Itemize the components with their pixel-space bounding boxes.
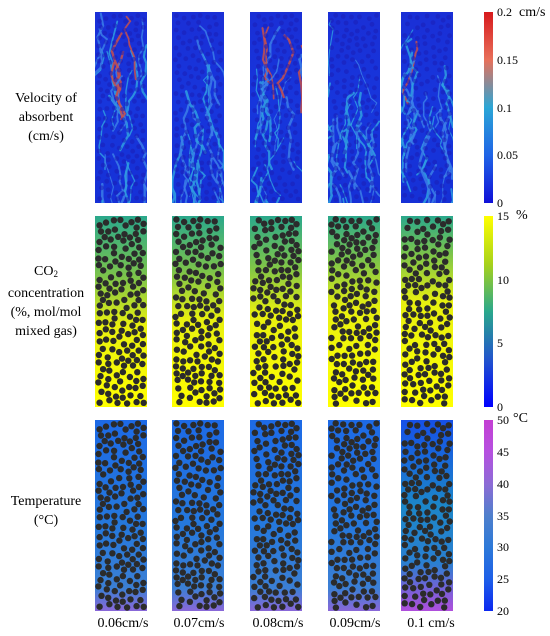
colorbar-tick: 0 [497,401,503,413]
panel-velocity-1 [172,12,224,203]
colorbar-tick: 40 [497,478,509,490]
column-label-4: 0.1 cm/s [393,616,469,632]
panel-temperature-1 [172,420,224,611]
panel-temperature-3 [328,420,380,611]
column-label-3: 0.09cm/s [317,616,393,632]
panel-velocity-0 [95,12,147,203]
row-label-velocity: Velocity of absorbent (cm/s) [0,89,92,146]
colorbar-tick: 25 [497,573,509,585]
panel-co2-2 [250,216,302,407]
row-label-temperature: Temperature (°C) [0,492,92,530]
colorbar-co2 [484,216,493,407]
colorbar-velocity [484,12,493,203]
colorbar-tick: 30 [497,541,509,553]
colorbar-tick: 15 [497,210,509,222]
colorbar-tick: 20 [497,605,509,617]
column-label-1: 0.07cm/s [161,616,237,632]
panel-temperature-0 [95,420,147,611]
panel-co2-0 [95,216,147,407]
colorbar-tick: 45 [497,446,509,458]
panel-velocity-3 [328,12,380,203]
colorbar-tick: 10 [497,274,509,286]
colorbar-tick: 0.1 [497,102,512,114]
colorbar-tick: 50 [497,414,509,426]
panel-temperature-4 [401,420,453,611]
colorbar-tick: 0.15 [497,54,518,66]
column-label-2: 0.08cm/s [240,616,316,632]
column-label-0: 0.06cm/s [85,616,161,632]
colorbar-co2-unit: % [516,209,528,223]
colorbar-temperature [484,420,493,611]
colorbar-tick: 0.05 [497,149,518,161]
colorbar-temperature-unit: °C [513,412,528,426]
colorbar-tick: 5 [497,337,503,349]
panel-temperature-2 [250,420,302,611]
panel-co2-4 [401,216,453,407]
colorbar-tick: 0.2 [497,6,512,18]
panel-co2-3 [328,216,380,407]
panel-velocity-4 [401,12,453,203]
panel-co2-1 [172,216,224,407]
colorbar-tick: 35 [497,510,509,522]
row-label-co2: CO2 concentration (%, mol/mol mixed gas) [0,262,92,341]
colorbar-tick: 0 [497,197,503,209]
colorbar-velocity-unit: cm/s [519,6,545,20]
panel-velocity-2 [250,12,302,203]
